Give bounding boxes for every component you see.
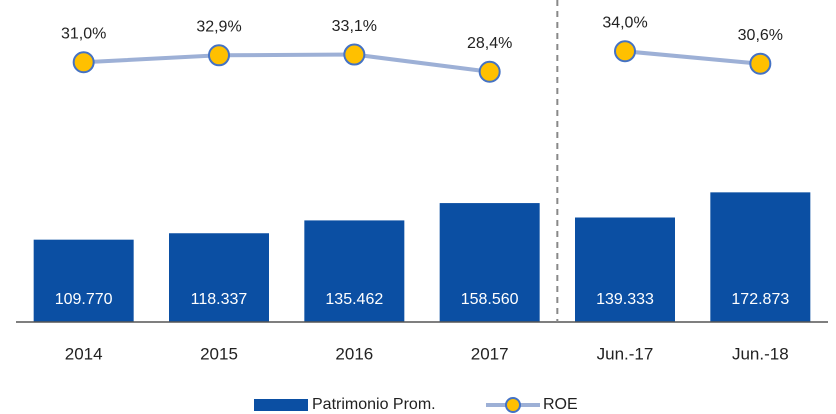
bar	[710, 192, 811, 322]
bar	[439, 203, 540, 322]
roe-value-label: 31,0%	[61, 25, 106, 42]
legend-label: Patrimonio Prom.	[312, 396, 436, 413]
roe-value-label: 33,1%	[332, 18, 377, 35]
bar-value-label: 172.873	[731, 291, 789, 308]
bar-value-label: 139.333	[596, 291, 654, 308]
x-tick-label: 2015	[200, 344, 238, 363]
roe-marker	[749, 52, 772, 75]
bar-value-label: 158.560	[461, 291, 519, 308]
x-tick-label: Jun.-18	[732, 344, 789, 363]
legend-swatch	[254, 399, 308, 411]
bar-value-label: 118.337	[191, 291, 248, 308]
bar-value-label: 135.462	[325, 291, 383, 308]
bar	[33, 239, 134, 322]
bar-value-label: 109.770	[55, 291, 113, 308]
roe-value-label: 32,9%	[196, 19, 241, 36]
legend-label: ROE	[543, 396, 578, 413]
roe-value-label: 34,0%	[602, 14, 647, 31]
roe-marker	[343, 43, 366, 66]
x-tick-label: 2017	[471, 344, 509, 363]
bar	[304, 220, 405, 322]
bar	[575, 217, 675, 322]
x-tick-label: 2014	[65, 344, 103, 363]
x-tick-label: 2016	[335, 344, 373, 363]
roe-marker	[614, 40, 636, 63]
roe-value-label: 30,6%	[738, 27, 783, 44]
legend-swatch	[505, 397, 521, 413]
x-tick-label: Jun.-17	[597, 344, 654, 363]
roe-marker	[72, 51, 95, 74]
roe-marker	[478, 60, 501, 83]
roe-line	[83, 52, 490, 74]
roe-value-label: 28,4%	[467, 35, 512, 52]
roe-marker	[208, 44, 230, 67]
bar	[169, 233, 269, 322]
roe-line	[624, 49, 761, 66]
